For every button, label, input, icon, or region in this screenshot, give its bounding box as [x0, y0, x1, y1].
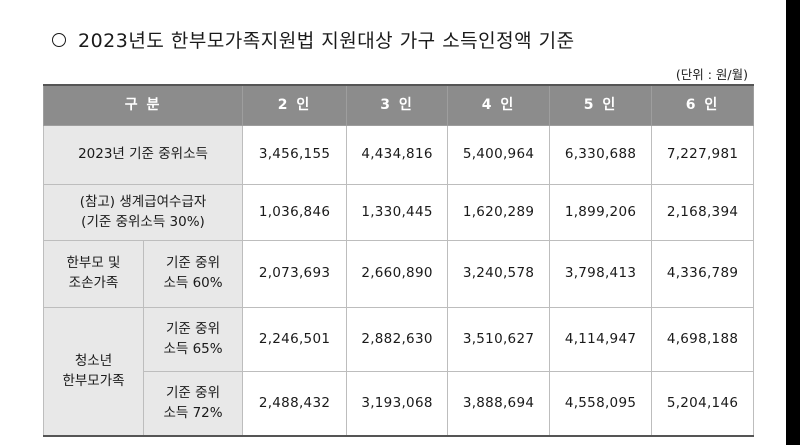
table-cell: 3,193,068	[346, 371, 449, 437]
sub-label-line: 소득 72%	[163, 404, 223, 421]
sub-label-line: 소득 65%	[163, 340, 223, 357]
table-cell: 5,400,964	[447, 125, 551, 185]
row-label-line: (기준 중위소득 30%)	[81, 213, 205, 230]
sub-label-line: 기준 중위	[166, 384, 220, 401]
table-cell: 3,888,694	[447, 371, 551, 437]
circle-bullet-icon	[52, 32, 66, 47]
table-cell: 6,330,688	[549, 125, 653, 185]
table-header-row: 구 분 2 인 3 인 4 인 5 인 6 인	[42, 84, 755, 126]
table-cell: 3,456,155	[242, 125, 348, 185]
table-cell: 4,114,947	[549, 307, 653, 372]
row-label: (참고) 생계급여수급자 (기준 중위소득 30%)	[42, 184, 244, 241]
table-cell: 4,434,816	[346, 125, 449, 185]
table-cell: 1,899,206	[549, 184, 653, 241]
group-label: 청소년 한부모가족	[43, 307, 144, 437]
header-2-person: 2 인	[242, 84, 348, 126]
table-cell: 3,510,627	[447, 307, 551, 372]
table-cell: 1,036,846	[242, 184, 348, 241]
table-cell: 3,240,578	[447, 240, 551, 308]
table-cell: 4,698,188	[651, 307, 755, 372]
table-cell: 1,330,445	[346, 184, 449, 241]
sub-label-line: 기준 중위	[166, 255, 220, 272]
sub-label: 기준 중위 소득 60%	[142, 240, 244, 308]
group-label: 한부모 및 조손가족	[43, 240, 144, 308]
group-label-line: 한부모가족	[62, 372, 125, 389]
table-row-youth-65: 청소년 한부모가족 기준 중위 소득 65% 2,246,501 2,882,6…	[43, 307, 755, 437]
right-edge-bar	[786, 0, 800, 445]
header-3-person: 3 인	[346, 84, 449, 126]
table-cell: 1,620,289	[447, 184, 551, 241]
sub-label-line: 소득 60%	[163, 275, 223, 291]
table-cell: 7,227,981	[651, 125, 755, 185]
table-cell: 4,558,095	[549, 371, 653, 437]
header-4-person: 4 인	[447, 84, 551, 126]
document-title: 2023년도 한부모가족지원법 지원대상 가구 소득인정액 기준	[52, 26, 575, 53]
table-cell: 2,168,394	[651, 184, 755, 241]
header-6-person: 6 인	[651, 84, 755, 126]
table-cell: 2,488,432	[242, 371, 348, 437]
table-cell: 2,882,630	[346, 307, 449, 372]
group-label-line: 한부모 및	[66, 255, 121, 272]
unit-note: (단위 : 원/월)	[675, 67, 748, 82]
table-cell: 3,798,413	[549, 240, 653, 308]
header-5-person: 5 인	[549, 84, 653, 126]
table-row-youth-72: 기준 중위 소득 72% 2,488,432 3,193,068 3,888,6…	[44, 371, 755, 437]
table-cell: 2,246,501	[242, 307, 348, 372]
header-category: 구 분	[42, 84, 244, 126]
table-cell: 5,204,146	[651, 371, 755, 437]
table-row-single-parent: 한부모 및 조손가족 기준 중위 소득 60% 2,073,693 2,660,…	[43, 240, 755, 308]
row-label-line: (참고) 생계급여수급자	[79, 193, 207, 210]
income-criteria-table: 구 분 2 인 3 인 4 인 5 인 6 인 2023년 기준 중위소득 3,…	[42, 84, 755, 437]
group-label-line: 청소년	[74, 352, 113, 369]
sub-label-line: 기준 중위	[166, 320, 220, 337]
title-text: 2023년도 한부모가족지원법 지원대상 가구 소득인정액 기준	[78, 30, 575, 52]
table-cell: 2,073,693	[242, 240, 348, 308]
row-label: 2023년 기준 중위소득	[42, 125, 244, 185]
table-cell: 4,336,789	[651, 240, 755, 308]
sub-label: 기준 중위 소득 65%	[142, 307, 244, 372]
group-label-line: 조손가족	[68, 275, 119, 291]
table-cell: 2,660,890	[346, 240, 449, 308]
table-row-livelihood-benefit: (참고) 생계급여수급자 (기준 중위소득 30%) 1,036,846 1,3…	[42, 184, 755, 241]
table-row-median-income: 2023년 기준 중위소득 3,456,155 4,434,816 5,400,…	[42, 125, 755, 185]
sub-label: 기준 중위 소득 72%	[142, 371, 244, 437]
